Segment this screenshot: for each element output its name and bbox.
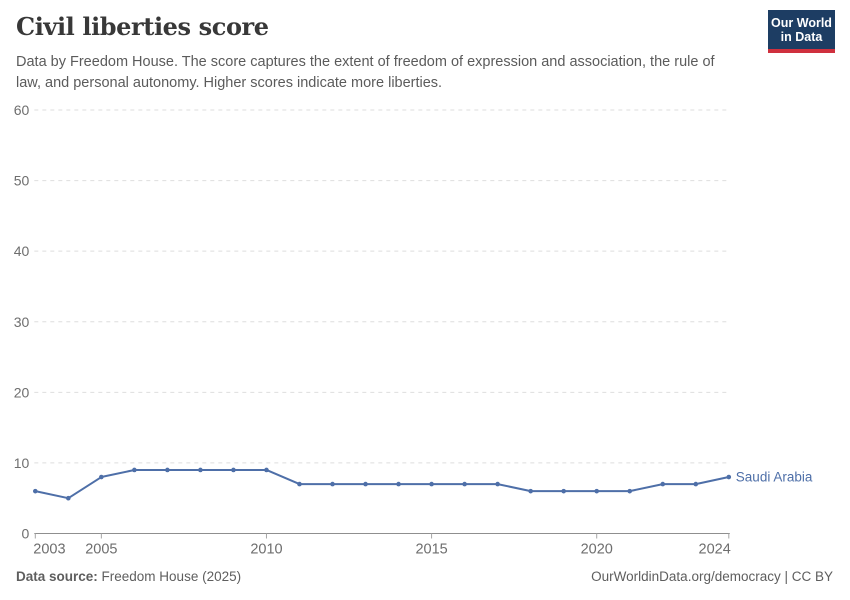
footer-credit-link[interactable]: OurWorldinData.org/democracy | CC BY: [591, 569, 833, 584]
data-point-saudi-arabia-2004[interactable]: [66, 495, 71, 501]
data-point-saudi-arabia-2023[interactable]: [693, 481, 699, 487]
data-source-label: Data source:: [16, 569, 98, 584]
data-point-saudi-arabia-2003[interactable]: [33, 488, 38, 494]
y-tick-label-30: 30: [14, 314, 30, 330]
data-point-saudi-arabia-2010[interactable]: [264, 467, 269, 473]
owid-logo-line2: in Data: [780, 30, 823, 44]
y-tick-label-40: 40: [14, 243, 30, 259]
y-tick-label-20: 20: [14, 384, 30, 400]
data-point-saudi-arabia-2018[interactable]: [528, 488, 533, 494]
page-title: Civil liberties score: [16, 12, 269, 41]
x-tick-label-2005: 2005: [85, 542, 117, 558]
data-point-saudi-arabia-2011[interactable]: [297, 481, 302, 487]
y-tick-label-10: 10: [14, 455, 30, 471]
data-point-saudi-arabia-2013[interactable]: [363, 481, 368, 487]
x-tick-label-2024: 2024: [699, 542, 731, 558]
data-point-saudi-arabia-2021[interactable]: [627, 488, 633, 494]
data-point-saudi-arabia-2015[interactable]: [429, 481, 434, 487]
owid-logo[interactable]: Our World in Data: [768, 10, 835, 53]
series-line-saudi-arabia[interactable]: [35, 468, 730, 500]
x-tick-label-2020: 2020: [581, 542, 613, 558]
series-end-label-saudi-arabia[interactable]: Saudi Arabia: [736, 470, 813, 485]
owid-logo-line1: Our World: [771, 16, 832, 30]
y-tick-label-50: 50: [14, 173, 30, 189]
data-point-saudi-arabia-2007[interactable]: [165, 467, 170, 473]
data-point-saudi-arabia-2016[interactable]: [462, 481, 467, 487]
chart-footer: Data source: Freedom House (2025) OurWor…: [16, 569, 833, 584]
data-point-saudi-arabia-2005[interactable]: [99, 474, 104, 480]
x-tick-label-2010: 2010: [250, 542, 282, 558]
data-point-saudi-arabia-2022[interactable]: [660, 481, 666, 487]
chart-subtitle: Data by Freedom House. The score capture…: [16, 54, 715, 91]
y-tick-label-60: 60: [14, 102, 30, 118]
data-point-saudi-arabia-2020[interactable]: [594, 488, 600, 494]
x-tick-label-2003: 2003: [33, 542, 65, 558]
data-source-value: Freedom House (2025): [97, 569, 242, 584]
data-point-saudi-arabia-2006[interactable]: [132, 467, 137, 473]
y-tick-label-0: 0: [22, 526, 30, 542]
data-point-saudi-arabia-2024[interactable]: [726, 474, 732, 480]
data-source: Data source: Freedom House (2025): [16, 569, 241, 584]
data-point-saudi-arabia-2009[interactable]: [231, 467, 236, 473]
data-point-saudi-arabia-2014[interactable]: [396, 481, 401, 487]
data-point-saudi-arabia-2019[interactable]: [561, 488, 566, 494]
x-tick-label-2015: 2015: [415, 542, 447, 558]
data-point-saudi-arabia-2017[interactable]: [495, 481, 500, 487]
data-point-saudi-arabia-2008[interactable]: [198, 467, 203, 473]
data-point-saudi-arabia-2012[interactable]: [330, 481, 335, 487]
